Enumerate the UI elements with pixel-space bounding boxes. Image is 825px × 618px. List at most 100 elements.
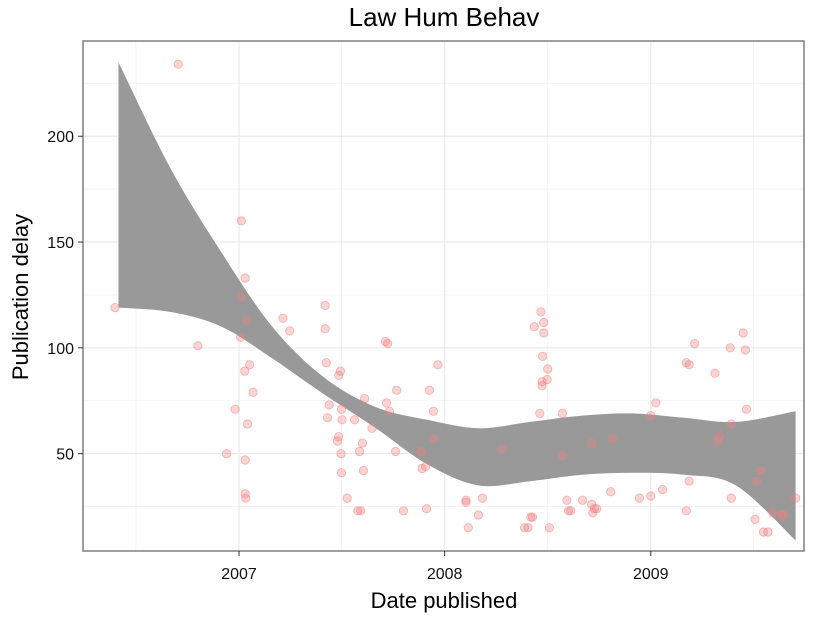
data-point: [285, 326, 295, 336]
data-point: [428, 434, 438, 444]
data-point: [519, 523, 530, 533]
data-point: [358, 465, 369, 476]
data-point: [236, 332, 246, 342]
x-tick-label: 2008: [427, 566, 463, 583]
data-point: [750, 514, 760, 524]
data-point: [577, 495, 588, 505]
data-point: [543, 364, 553, 374]
data-point: [646, 410, 656, 421]
data-point: [741, 404, 752, 414]
x-axis-title: Date published: [371, 588, 518, 613]
data-point: [353, 506, 363, 516]
data-point: [684, 360, 694, 370]
data-point: [321, 358, 331, 368]
chart-title: Law Hum Behav: [349, 2, 540, 32]
data-point: [245, 360, 255, 370]
data-point: [497, 444, 507, 454]
x-axis: 2007 2008 2009: [221, 551, 669, 583]
data-point: [322, 413, 333, 423]
data-point: [473, 510, 483, 520]
data-point: [738, 328, 748, 338]
data-point: [367, 423, 377, 433]
data-point: [778, 510, 788, 520]
data-point: [651, 398, 661, 408]
data-point: [236, 216, 246, 226]
data-point: [242, 419, 253, 429]
data-point: [755, 465, 766, 476]
data-point: [544, 523, 555, 533]
data-point: [684, 476, 694, 486]
data-point: [383, 338, 393, 349]
plot-border: [82, 40, 805, 552]
data-point: [463, 523, 473, 533]
data-point: [337, 415, 347, 425]
data-point: [536, 307, 546, 317]
data-point: [562, 495, 572, 505]
data-point: [349, 415, 360, 425]
data-point: [240, 273, 250, 283]
data-points-layer: [110, 59, 801, 537]
y-tick-label: 200: [47, 129, 74, 146]
y-tick-label: 150: [47, 235, 74, 252]
data-point: [726, 419, 736, 429]
data-point: [752, 476, 762, 486]
data-point: [354, 446, 365, 457]
data-point: [539, 317, 549, 328]
data-point: [240, 455, 250, 465]
data-point: [681, 506, 691, 516]
data-point: [357, 438, 367, 448]
confidence-band-layer: [118, 62, 796, 541]
data-point: [523, 523, 533, 533]
data-point: [763, 527, 773, 537]
data-point: [324, 400, 334, 410]
data-point: [240, 366, 250, 376]
y-tick-label: 100: [47, 341, 74, 358]
data-point: [563, 506, 574, 516]
data-point: [334, 370, 344, 380]
data-point: [566, 506, 576, 516]
data-point: [320, 300, 330, 311]
data-point: [725, 343, 735, 353]
data-point: [586, 438, 597, 448]
data-point: [356, 506, 366, 516]
data-point: [535, 408, 545, 418]
data-point: [527, 512, 538, 522]
data-point: [110, 302, 120, 313]
data-point: [424, 385, 434, 395]
data-point: [420, 461, 431, 471]
data-point: [421, 504, 432, 514]
data-point: [557, 408, 568, 418]
data-point: [236, 292, 246, 302]
data-point: [390, 446, 401, 457]
data-point: [359, 393, 370, 404]
data-point: [634, 493, 645, 503]
data-point: [529, 322, 539, 332]
data-point: [539, 328, 549, 338]
data-point: [342, 493, 352, 503]
data-point: [336, 468, 347, 478]
data-point: [336, 404, 347, 414]
data-point: [690, 338, 700, 349]
data-point: [477, 493, 487, 503]
data-point: [392, 385, 402, 395]
data-point: [230, 404, 240, 414]
data-point: [428, 406, 438, 416]
data-point: [193, 341, 203, 351]
data-point: [173, 59, 183, 69]
y-tick-label: 50: [56, 447, 74, 464]
data-point: [336, 449, 346, 459]
data-point: [606, 487, 616, 497]
data-point: [542, 374, 552, 385]
data-point: [710, 368, 720, 378]
data-point: [241, 493, 251, 503]
data-point: [714, 432, 725, 442]
data-point: [589, 504, 600, 514]
y-axis-title: Publication delay: [8, 214, 33, 380]
data-point: [461, 497, 471, 507]
data-point: [398, 506, 409, 516]
data-point: [381, 398, 392, 408]
data-point: [726, 493, 736, 503]
x-tick-label: 2007: [221, 566, 257, 583]
data-point: [537, 351, 548, 361]
